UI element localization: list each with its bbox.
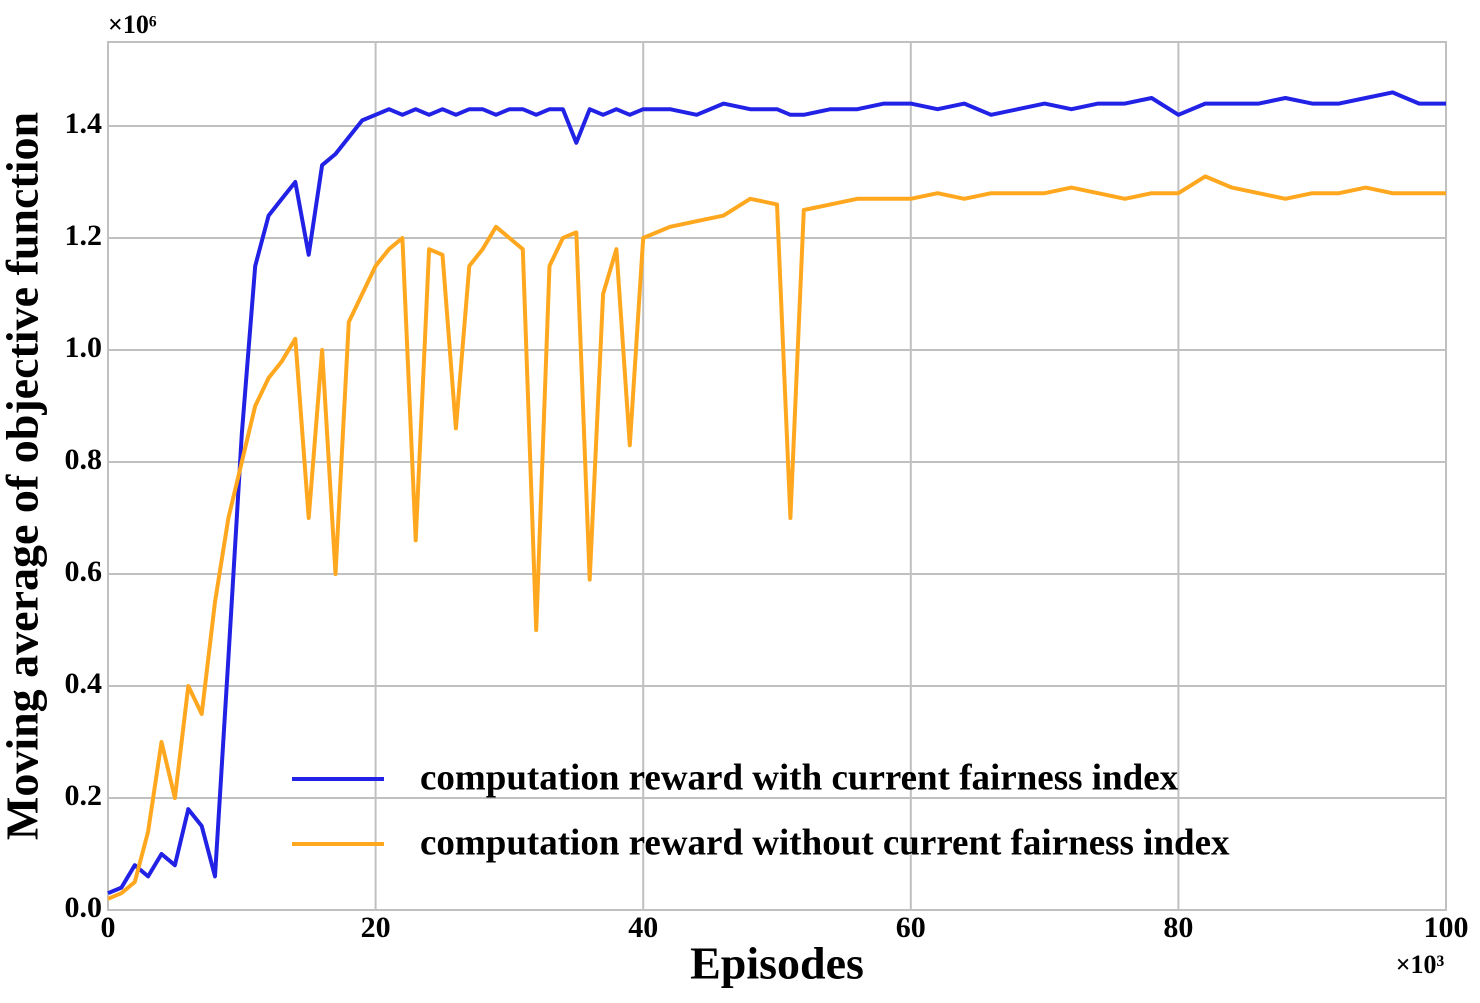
y-tick-label: 0.2 bbox=[65, 779, 103, 812]
plot-frame bbox=[107, 41, 1447, 911]
x-tick-label: 100 bbox=[1424, 911, 1469, 944]
x-tick-label: 60 bbox=[896, 911, 926, 944]
y-tick-label: 0.4 bbox=[65, 667, 103, 700]
y-tick-label: 0.8 bbox=[65, 443, 103, 476]
x-tick-label: 40 bbox=[628, 911, 658, 944]
y-axis-label: Moving average of objective function bbox=[0, 112, 48, 840]
legend-label: computation reward without current fairn… bbox=[420, 822, 1230, 863]
y-tick-label: 0.0 bbox=[65, 891, 103, 924]
x-tick-label: 20 bbox=[361, 911, 391, 944]
y-tick-label: 1.0 bbox=[65, 331, 103, 364]
y-tick-label: 0.6 bbox=[65, 555, 103, 588]
x-offset-label: ×10³ bbox=[1396, 950, 1445, 979]
data-line bbox=[107, 174, 1446, 901]
y-tick-label: 1.2 bbox=[65, 219, 103, 252]
y-tick-label: 1.4 bbox=[65, 107, 103, 140]
x-tick-label: 0 bbox=[101, 911, 116, 944]
legend-label: computation reward with current fairness… bbox=[420, 757, 1179, 798]
x-axis-label: Episodes bbox=[690, 938, 864, 989]
y-offset-label: ×10⁶ bbox=[108, 10, 157, 39]
data-line bbox=[107, 90, 1446, 896]
x-tick-label: 80 bbox=[1163, 911, 1193, 944]
